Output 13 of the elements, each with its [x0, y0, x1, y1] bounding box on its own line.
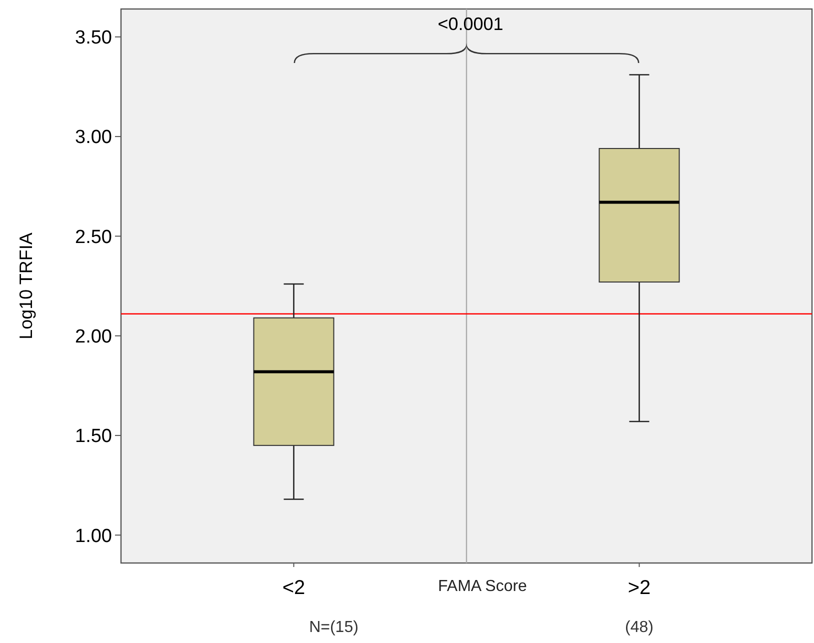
x-axis-title: FAMA Score: [438, 578, 528, 595]
y-tick-label: 1.00: [75, 526, 112, 547]
x-tick-label: <2: [282, 577, 306, 599]
y-tick-label: 3.00: [75, 127, 112, 148]
y-tick-label: 1.50: [75, 426, 112, 448]
text: N=(15): [309, 619, 358, 636]
y-tick-label: 3.50: [75, 28, 112, 49]
y-axis-title: Log10 TRFIA: [16, 232, 36, 340]
y-tick-label: 2.50: [75, 226, 112, 248]
text: (48): [625, 619, 654, 636]
y-tick-label: 2.00: [75, 326, 112, 348]
x-tick-label: >2: [628, 577, 651, 599]
annotation: <0.0001: [438, 14, 504, 34]
